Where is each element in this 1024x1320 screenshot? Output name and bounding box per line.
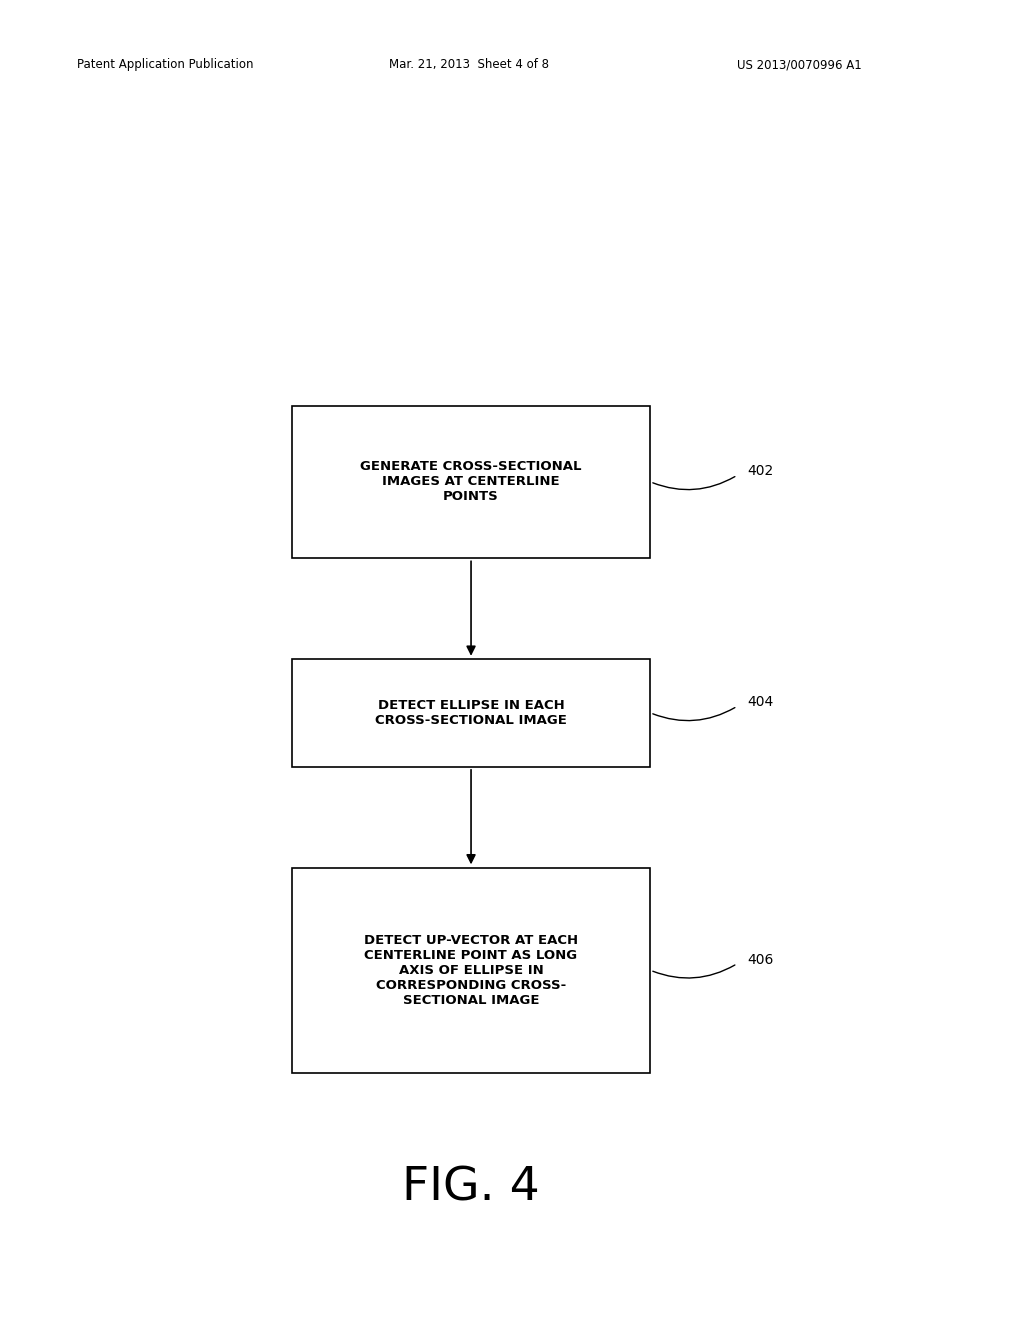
Text: 404: 404: [748, 696, 774, 709]
Text: DETECT UP-VECTOR AT EACH
CENTERLINE POINT AS LONG
AXIS OF ELLIPSE IN
CORRESPONDI: DETECT UP-VECTOR AT EACH CENTERLINE POIN…: [364, 933, 579, 1007]
Text: FIG. 4: FIG. 4: [402, 1166, 540, 1210]
Text: Patent Application Publication: Patent Application Publication: [77, 58, 253, 71]
Text: GENERATE CROSS-SECTIONAL
IMAGES AT CENTERLINE
POINTS: GENERATE CROSS-SECTIONAL IMAGES AT CENTE…: [360, 461, 582, 503]
FancyBboxPatch shape: [292, 407, 650, 557]
FancyBboxPatch shape: [292, 869, 650, 1072]
Text: Mar. 21, 2013  Sheet 4 of 8: Mar. 21, 2013 Sheet 4 of 8: [389, 58, 549, 71]
Text: 402: 402: [748, 465, 774, 478]
Text: 406: 406: [748, 953, 774, 966]
Text: US 2013/0070996 A1: US 2013/0070996 A1: [737, 58, 862, 71]
Text: DETECT ELLIPSE IN EACH
CROSS-SECTIONAL IMAGE: DETECT ELLIPSE IN EACH CROSS-SECTIONAL I…: [375, 698, 567, 727]
FancyBboxPatch shape: [292, 659, 650, 767]
